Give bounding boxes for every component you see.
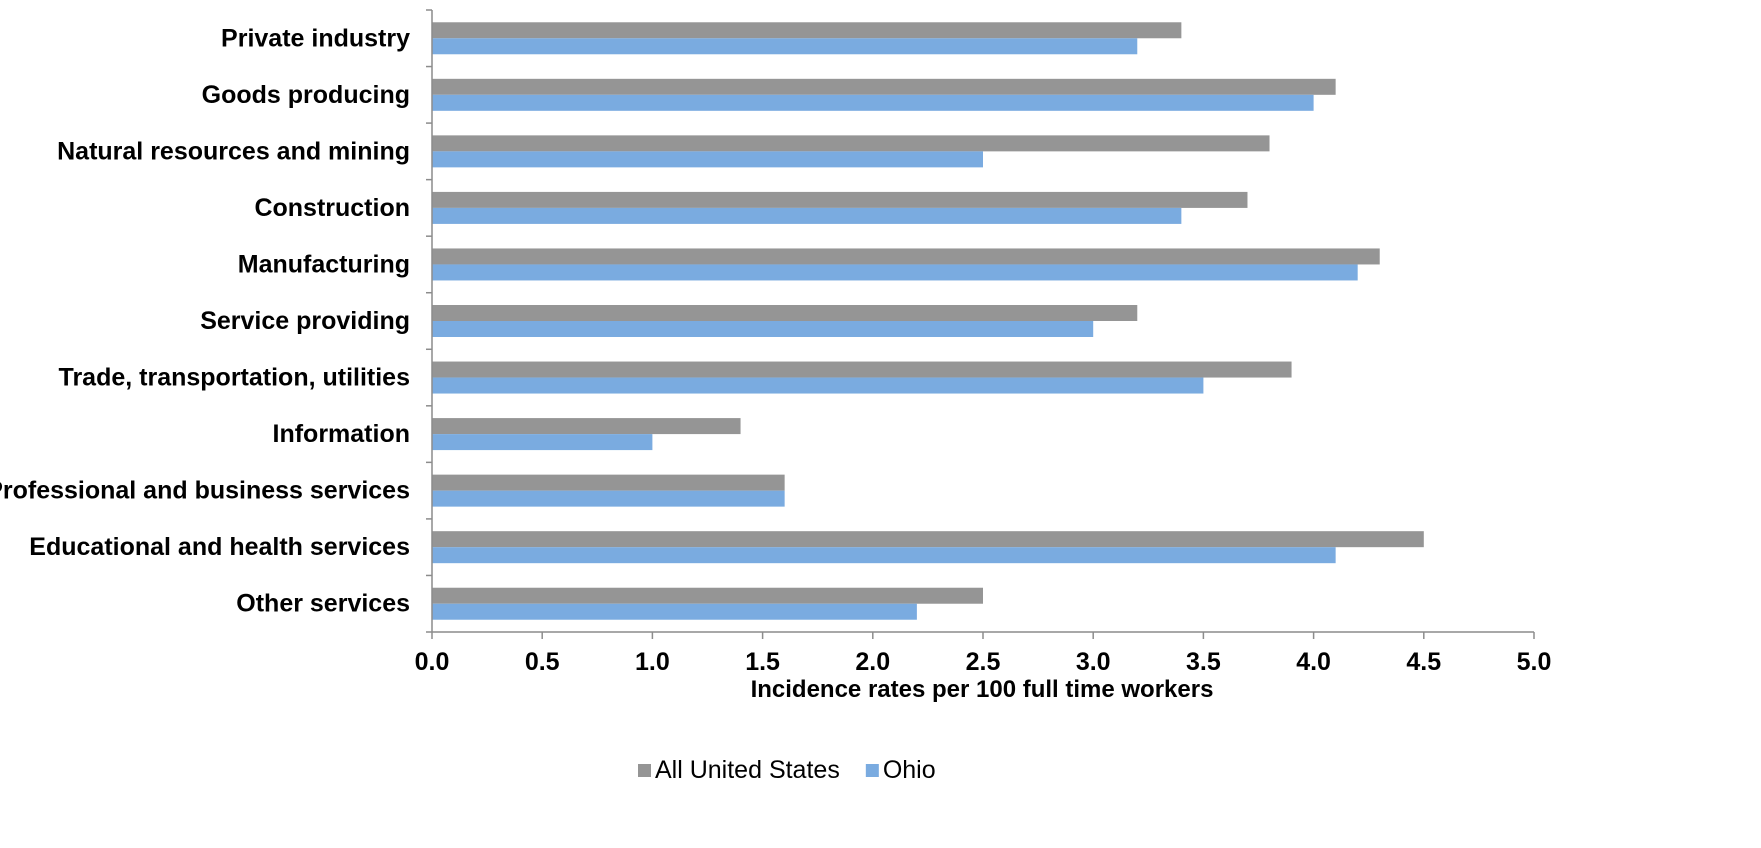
category-label: Manufacturing — [238, 250, 410, 278]
category-label: Service providing — [200, 307, 410, 335]
bar-all-united-states-trade-transportation-utilities — [432, 361, 1292, 378]
category-label: Natural resources and mining — [57, 137, 410, 165]
category-label: Professional and business services — [0, 477, 410, 505]
category-labels: Private industry Goods producing Natural r… — [0, 24, 410, 617]
legend: All United States Ohio — [638, 756, 936, 784]
legend-swatch-ohio — [865, 764, 879, 777]
x-tick-label: 4.0 — [1296, 648, 1331, 676]
bar-all-united-states-goods-producing — [432, 78, 1336, 95]
bar-ohio-private-industry — [432, 38, 1138, 55]
legend-swatch-all-united-states — [638, 764, 651, 777]
x-tick-label: 2.5 — [966, 648, 1001, 676]
category-label: Trade, transportation, utilities — [59, 364, 410, 392]
category-label: Other services — [236, 590, 410, 618]
bars-layer — [432, 22, 1424, 620]
category-label: Goods producing — [202, 81, 410, 109]
bar-ohio-professional-and-business-services — [432, 490, 785, 507]
bar-ohio-educational-and-health-services — [432, 547, 1336, 564]
x-tick-label: 0.5 — [525, 648, 560, 676]
bar-all-united-states-information — [432, 418, 741, 435]
bar-all-united-states-educational-and-health-services — [432, 531, 1424, 548]
axes-layer — [426, 9, 1535, 639]
x-tick-label: 3.5 — [1186, 648, 1221, 676]
bar-ohio-trade-transportation-utilities — [432, 377, 1204, 394]
legend-label-all-united-states: All United States — [655, 756, 840, 784]
category-label: Educational and health services — [29, 533, 410, 561]
x-tick-label: 4.5 — [1406, 648, 1441, 676]
x-tick-labels: 0.0 0.5 1.0 1.5 2.0 2.5 3.0 3.5 4.0 4.5 5.0 — [415, 648, 1552, 676]
category-label: Construction — [254, 194, 410, 222]
bar-ohio-construction — [432, 207, 1182, 224]
bar-ohio-information — [432, 434, 653, 451]
legend-label-ohio: Ohio — [883, 756, 936, 784]
x-tick-label: 5.0 — [1517, 648, 1552, 676]
bar-ohio-natural-resources-and-mining — [432, 151, 983, 168]
bar-ohio-other-services — [432, 603, 917, 620]
x-tick-label: 3.0 — [1076, 648, 1111, 676]
category-label: Private industry — [221, 24, 410, 52]
bar-ohio-goods-producing — [432, 94, 1314, 111]
bar-all-united-states-natural-resources-and-mining — [432, 135, 1270, 152]
bar-all-united-states-manufacturing — [432, 248, 1380, 265]
x-axis-title: Incidence rates per 100 full time worker… — [751, 676, 1214, 703]
bar-all-united-states-service-providing — [432, 305, 1138, 321]
bar-all-united-states-construction — [432, 191, 1248, 208]
bar-all-united-states-professional-and-business-services — [432, 474, 785, 491]
x-tick-label: 0.0 — [415, 648, 450, 676]
bar-all-united-states-other-services — [432, 587, 983, 604]
x-tick-label: 2.0 — [855, 648, 890, 676]
bar-ohio-service-providing — [432, 321, 1094, 337]
category-label: Information — [273, 420, 411, 448]
bar-all-united-states-private-industry — [432, 22, 1182, 39]
x-tick-label: 1.5 — [745, 648, 780, 676]
x-tick-label: 1.0 — [635, 648, 670, 676]
bar-ohio-manufacturing — [432, 264, 1358, 281]
